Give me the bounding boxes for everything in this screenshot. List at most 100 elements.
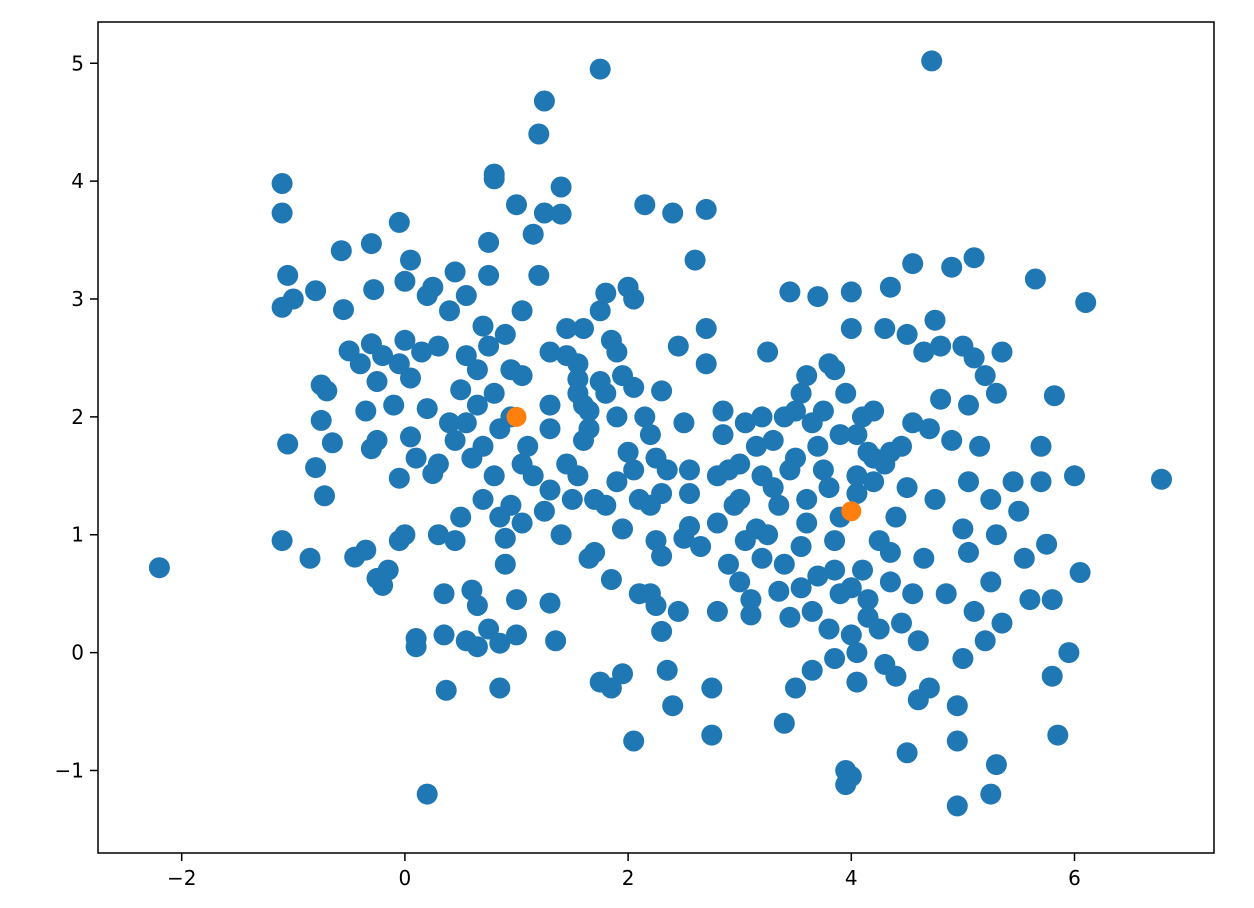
scatter-point: [824, 359, 846, 381]
scatter-point: [1019, 589, 1041, 611]
scatter-point: [913, 341, 935, 363]
scatter-point: [790, 382, 812, 404]
scatter-point: [349, 353, 371, 375]
scatter-point: [985, 524, 1007, 546]
scatter-point: [840, 281, 862, 303]
scatter-point: [600, 569, 622, 590]
scatter-point: [439, 300, 460, 322]
scatter-point: [522, 223, 544, 245]
scatter-point: [388, 467, 410, 489]
scatter-point: [494, 553, 516, 575]
scatter-point: [573, 318, 594, 339]
scatter-point: [363, 279, 385, 301]
scatter-point: [466, 359, 488, 381]
y-tick-label: 3: [71, 287, 84, 311]
scatter-point: [606, 406, 628, 428]
scatter-point: [1047, 724, 1069, 746]
scatter-point: [879, 541, 901, 563]
scatter-point: [656, 659, 678, 681]
scatter-point: [394, 524, 416, 546]
scatter-point: [612, 518, 633, 540]
scatter-point: [455, 345, 477, 367]
scatter-point: [556, 453, 578, 475]
scatter-point: [891, 612, 912, 634]
scatter-point: [400, 249, 421, 271]
scatter-point: [433, 583, 455, 605]
scatter-point: [634, 406, 656, 428]
scatter-point: [841, 501, 862, 522]
scatter-point: [578, 547, 600, 569]
scatter-point: [740, 589, 762, 611]
scatter-point: [422, 276, 444, 298]
scatter-point: [840, 765, 862, 787]
scatter-point: [556, 318, 578, 339]
scatter-point: [985, 382, 1007, 404]
scatter-point: [539, 394, 561, 416]
scatter-point: [567, 353, 589, 375]
scatter-point: [634, 194, 656, 216]
scatter-point: [366, 371, 388, 392]
scatter-point: [427, 453, 449, 475]
scatter-point: [757, 524, 779, 546]
scatter-point: [930, 335, 952, 357]
scatter-point: [818, 477, 840, 499]
scatter-point: [651, 545, 673, 567]
scatter-point: [405, 447, 427, 469]
scatter-point: [712, 424, 734, 446]
scatter-point: [400, 367, 421, 389]
scatter-point: [824, 530, 846, 552]
scatter-point: [277, 433, 299, 455]
scatter-point: [796, 488, 818, 510]
scatter-point: [924, 488, 946, 510]
y-tick-label: 0: [71, 641, 84, 665]
scatter-point: [785, 677, 806, 699]
scatter-point: [684, 249, 706, 271]
scatter-point: [785, 400, 806, 422]
scatter-point: [539, 592, 561, 614]
scatter-point: [333, 299, 354, 321]
scatter-point: [885, 506, 907, 528]
scatter-point: [879, 441, 901, 463]
scatter-point: [550, 203, 572, 225]
scatter-point: [600, 677, 622, 699]
scatter-point: [444, 261, 466, 283]
scatter-point: [494, 323, 516, 345]
scatter-point: [835, 382, 857, 404]
scatter-point: [807, 565, 829, 587]
scatter-point: [941, 256, 963, 278]
x-tick-label: 6: [1068, 866, 1081, 890]
scatter-point: [952, 648, 974, 669]
scatter-point: [600, 329, 622, 351]
scatter-point: [561, 488, 583, 510]
scatter-point: [958, 471, 979, 493]
scatter-point: [271, 296, 293, 318]
y-tick-label: 2: [71, 405, 84, 429]
scatter-point: [506, 624, 527, 646]
scatter-point: [902, 412, 924, 434]
scatter-point: [584, 488, 606, 510]
scatter-point: [952, 518, 974, 540]
scatter-point: [595, 282, 617, 304]
scatter-point: [757, 341, 779, 363]
scatter-point: [913, 547, 935, 569]
scatter-point: [545, 630, 567, 652]
scatter-point: [1008, 500, 1030, 522]
scatter-point: [695, 198, 717, 220]
scatter-point: [667, 335, 689, 357]
scatter-point: [868, 618, 890, 640]
scatter-point: [729, 571, 751, 593]
scatter-point: [478, 335, 500, 357]
scatter-point: [330, 240, 352, 262]
scatter-point: [427, 524, 449, 546]
scatter-point: [790, 577, 812, 599]
scatter-point: [478, 618, 500, 640]
scatter-point: [852, 559, 873, 581]
scatter-point: [466, 394, 488, 416]
scatter-point: [874, 318, 896, 339]
scatter-point: [528, 264, 550, 286]
scatter-point: [690, 536, 712, 557]
scatter-point: [918, 418, 940, 440]
scatter-point: [812, 459, 834, 481]
scatter-point: [372, 345, 394, 367]
scatter-point: [623, 730, 645, 752]
